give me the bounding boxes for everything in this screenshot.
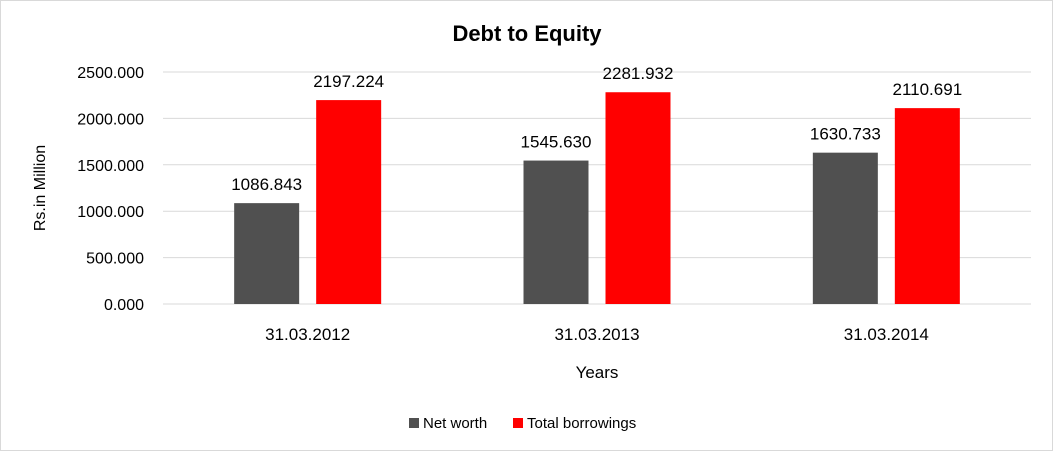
gridlines (163, 71, 1031, 305)
legend: Net worth Total borrowings (409, 415, 636, 432)
x-axis-label: Years (576, 363, 619, 382)
y-axis-label: Rs.in Million (32, 145, 49, 231)
bar-net-worth (234, 203, 300, 304)
x-tick-label: 31.03.2012 (265, 325, 350, 344)
y-tick-label: 1500.000 (77, 158, 144, 175)
legend-swatch-total-borrowings (513, 418, 523, 428)
legend-swatch-net-worth (409, 418, 419, 428)
data-label: 2197.224 (313, 72, 384, 91)
y-tick-label: 2500.000 (77, 65, 144, 82)
chart-title: Debt to Equity (452, 21, 602, 46)
bar-net-worth (523, 160, 589, 304)
bar-total-borrowings (605, 92, 671, 304)
x-tick-label: 31.03.2014 (844, 325, 929, 344)
bar-net-worth (812, 152, 878, 304)
y-tick-label: 1000.000 (77, 204, 144, 221)
x-tick-labels: 31.03.2012 31.03.2013 31.03.2014 (265, 325, 929, 344)
y-tick-labels: 0.000 500.000 1000.000 1500.000 2000.000 2500… (77, 65, 144, 314)
data-label: 1630.733 (810, 125, 881, 144)
bar-total-borrowings (894, 108, 960, 305)
bar-total-borrowings (316, 100, 382, 304)
data-label: 2281.932 (603, 64, 674, 83)
x-tick-label: 31.03.2013 (554, 325, 639, 344)
data-labels: 1086.843 2197.224 1545.630 2281.932 1630.733… (231, 64, 962, 194)
bars (234, 92, 960, 305)
data-label: 1545.630 (521, 133, 592, 152)
y-tick-label: 0.000 (104, 297, 144, 314)
data-label: 2110.691 (893, 80, 963, 99)
y-tick-label: 2000.000 (77, 111, 144, 128)
legend-label-net-worth: Net worth (423, 415, 487, 432)
y-tick-label: 500.000 (86, 251, 144, 268)
legend-label-total-borrowings: Total borrowings (527, 415, 636, 432)
data-label: 1086.843 (231, 175, 302, 194)
